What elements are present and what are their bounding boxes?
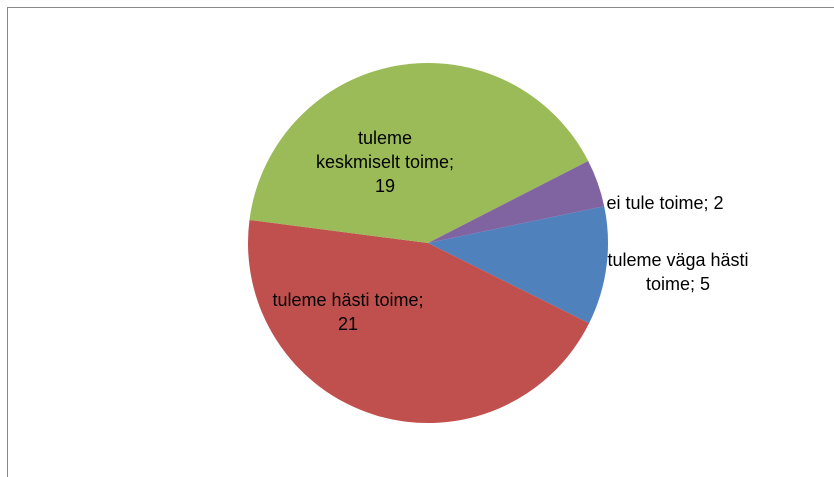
label-value: 21 [337,314,359,334]
label-value: 19 [374,176,396,196]
data-label: tuleme keskmiselt toime; 19 [315,126,455,198]
pie-slice [249,63,589,244]
label-separator: ; [703,193,714,213]
label-separator: ; [689,274,700,294]
label-category: tuleme hästi toime [272,290,419,310]
pie-slice [428,206,608,324]
label-separator: ; [449,152,455,172]
data-label: tuleme hästi toime; 21 [268,288,428,336]
label-separator: ; [418,290,424,310]
data-label: ei tule toime; 2 [585,191,745,215]
label-value: 5 [700,274,711,294]
label-category: tuleme keskmiselt toime [315,128,449,172]
pie-slice [428,160,605,243]
data-label: tuleme väga hästi toime; 5 [603,248,753,296]
label-value: 2 [713,193,724,213]
pie-slice [248,219,590,424]
chart-frame [7,7,834,477]
label-category: ei tule toime [606,193,704,213]
label-category: tuleme väga hästi toime [607,250,749,294]
